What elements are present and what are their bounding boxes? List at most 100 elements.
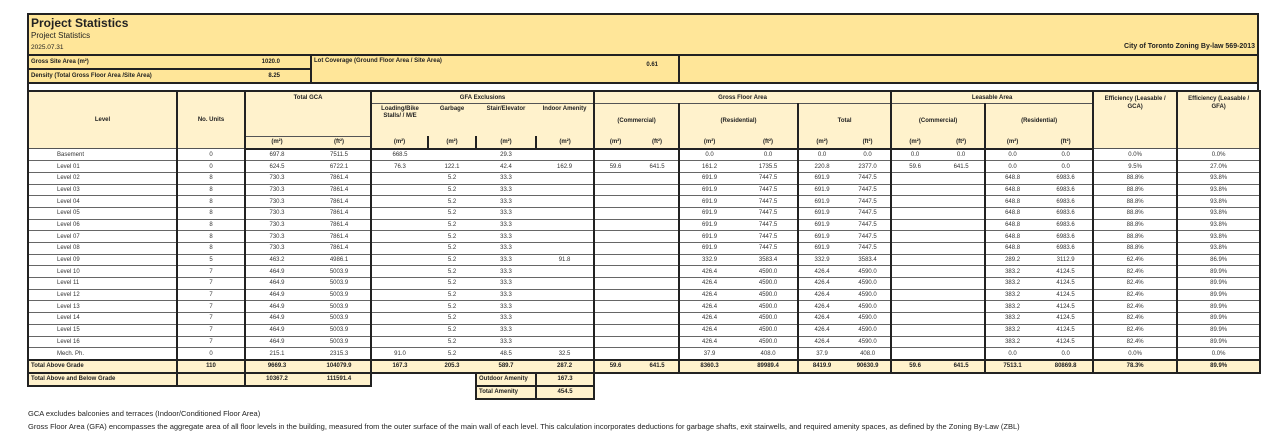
cell-gfa-com-m2 [593,230,637,243]
cell-lease-com-ft2: 0.0 [938,148,986,162]
cell-lease-com-ft2 [938,230,986,243]
cell-lease-res-m2: 648.8 [984,172,1040,185]
cell-loading [370,312,429,325]
cell-indoor-amenity [536,324,595,337]
density-label: Density (Total Gross Floor Area /Site Ar… [31,73,152,79]
cell-lease-res-ft2: 0.0 [1039,347,1094,361]
cell-gfa-total-ft2: 7447.5 [845,184,892,197]
cell-efficiency-gca: 0.0% [1092,347,1178,361]
cell-gfa-total-m2: 426.4 [797,312,846,325]
cell-gfa-total-m2: 691.9 [797,195,846,208]
cell-lease-com-m2 [890,207,939,220]
cell-units: 7 [176,289,245,302]
col-header-indoor-amenity: Indoor Amenity [536,103,596,136]
lot-coverage-label: Lot Coverage (Ground Floor Area / Site A… [314,58,442,64]
cell-gca-ft2: 4986.1 [308,254,372,267]
cell-level: Level 07 [27,230,177,243]
total-above-below-row: Total Above and Below Grade 10367.2 111591… [27,371,1261,387]
cell-gca-m2: 624.5 [244,160,308,173]
cell-units: 7 [176,324,245,337]
cell-lease-res-m2: 383.2 [984,265,1040,279]
cell-indoor-amenity [536,172,595,185]
cell-lease-com-ft2 [938,195,986,208]
cell-gfa-res-ft2: 4590.0 [739,324,799,337]
note-gfa: Gross Floor Area (GFA) encompasses the a… [28,422,1020,431]
cell-loading [370,219,429,232]
cell-efficiency-gfa: 27.0% [1176,160,1262,173]
cell-gfa-com-ft2 [636,219,680,232]
cell-lease-com-ft2 [938,242,986,255]
cell-loading [370,300,429,314]
cell-gca-ft2: 7861.4 [308,242,372,255]
cell-efficiency-gfa: 93.8% [1176,242,1262,255]
cell-gca-m2: 730.3 [244,219,308,232]
cell-loading: 76.3 [370,160,429,173]
cell-lease-res-m2: 648.8 [984,242,1040,255]
cell-indoor-amenity: 162.9 [536,160,595,173]
cell-lease-res-ft2: 6983.6 [1039,207,1094,220]
table-row: Level 13 7 464.9 5003.9 5.2 33.3 426.4 4590.0 42… [27,300,1262,314]
cell-efficiency-gca: 0.0% [1092,148,1178,162]
cell-gfa-total-ft2: 4590.0 [845,336,892,349]
cell-gfa-total-m2: 426.4 [797,324,846,337]
cell-lease-res-m2: 383.2 [984,300,1040,314]
cell-stair: 33.3 [476,300,537,314]
cell-gfa-total-ft2: 7447.5 [845,242,892,255]
cell-lease-com-m2 [890,242,939,255]
cell-gfa-total-m2: 426.4 [797,265,846,279]
cell-efficiency-gfa: 0.0% [1176,347,1262,361]
cell-gfa-res-ft2: 4590.0 [739,300,799,314]
cell-garbage: 5.2 [428,324,477,337]
cell-lease-res-m2: 383.2 [984,277,1040,290]
cell-gca-ft2: 5003.9 [308,324,372,337]
cell-lease-com-m2 [890,336,939,349]
cell-gfa-res-ft2: 1735.5 [739,160,799,173]
cell-gfa-com-m2 [593,184,637,197]
cell-gfa-com-m2 [593,324,637,337]
cell-gfa-total-m2: 37.9 [797,347,846,361]
cell-stair: 33.3 [476,324,537,337]
cell-efficiency-gfa: 93.8% [1176,184,1262,197]
unit-label: (m²) [475,136,537,150]
title-area: Project Statistics Project Statistics 20… [29,15,1257,56]
cell-units: 7 [176,265,245,279]
cell-gca-ft2: 7861.4 [308,230,372,243]
cell-lease-res-ft2: 0.0 [1039,160,1094,173]
cell-stair: 33.3 [476,336,537,349]
cell-gfa-total-m2: 8419.9 [797,358,846,374]
cell-gfa-res-m2: 426.4 [678,300,740,314]
cell-level: Level 08 [27,242,177,255]
cell-gfa-total-ft2: 4590.0 [845,289,892,302]
cell-efficiency-gfa: 86.9% [1176,254,1262,267]
cell-lease-res-ft2: 4124.5 [1039,265,1094,279]
cell-lease-com-m2 [890,172,939,185]
col-header-loading: Loading/Bike Stalls/ / M/E [370,103,429,136]
cell-gfa-total-ft2: 90630.9 [845,358,892,374]
cell-level: Level 11 [27,277,177,290]
cell-gca-m2: 464.9 [244,324,308,337]
cell-lease-com-m2 [890,254,939,267]
table-row: Level 10 7 464.9 5003.9 5.2 33.3 426.4 4590.0 42… [27,265,1262,279]
cell-gfa-total-ft2: 408.0 [845,347,892,361]
cell-loading: 668.5 [370,148,429,162]
cell-lease-com-m2 [890,312,939,325]
cell-efficiency-gfa: 89.9% [1176,289,1262,302]
cell-lease-res-ft2: 6983.6 [1039,184,1094,197]
cell-gca-m2: 464.9 [244,300,308,314]
cell-gfa-com-m2 [593,148,637,162]
cell-stair: 33.3 [476,312,537,325]
cell-gfa-com-ft2 [636,207,680,220]
cell-garbage: 5.2 [428,219,477,232]
unit-label: (m²) [678,136,740,150]
cell-lease-res-m2: 648.8 [984,230,1040,243]
cell-lease-com-ft2: 641.5 [938,358,986,374]
cell-lease-com-m2 [890,300,939,314]
cell-efficiency-gca: 9.5% [1092,160,1178,173]
cell-gfa-total-ft2: 4590.0 [845,265,892,279]
cell-lease-res-ft2: 4124.5 [1039,312,1094,325]
cell-lease-com-m2 [890,347,939,361]
cell-efficiency-gca: 82.4% [1092,300,1178,314]
cell-units: 7 [176,336,245,349]
cell-indoor-amenity [536,300,595,314]
cell-lease-res-ft2: 4124.5 [1039,336,1094,349]
